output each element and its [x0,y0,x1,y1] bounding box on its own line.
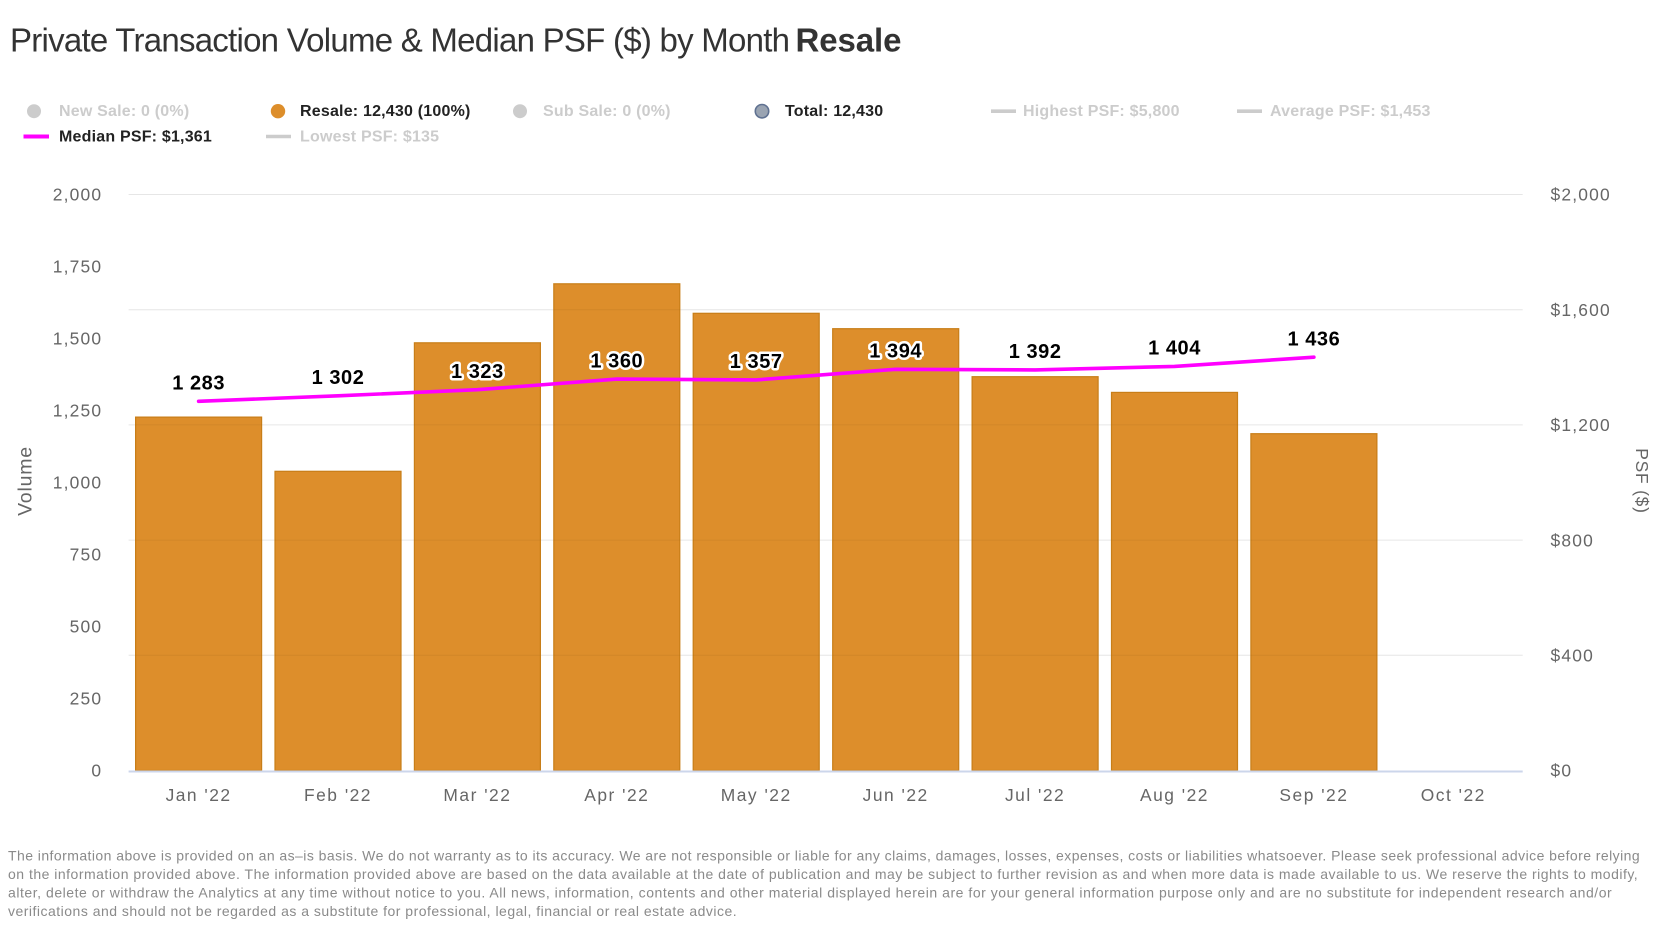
svg-text:$1,200: $1,200 [1551,415,1611,435]
svg-text:1 360: 1 360 [590,350,643,372]
svg-text:Average PSF: $1,453: Average PSF: $1,453 [1270,103,1431,120]
svg-text:1,000: 1,000 [53,473,103,493]
svg-text:1 283: 1 283 [172,373,225,395]
svg-text:1 392: 1 392 [1009,341,1062,363]
svg-text:alter, delete or withdraw the: alter, delete or withdraw the Analytics … [8,885,1612,901]
svg-text:Total: 12,430: Total: 12,430 [785,103,883,120]
svg-text:Volume: Volume [15,446,37,516]
svg-text:Median PSF: $1,361: Median PSF: $1,361 [59,129,212,146]
svg-text:PSF ($): PSF ($) [1632,448,1652,514]
svg-text:1,250: 1,250 [53,401,103,421]
svg-text:1,500: 1,500 [53,329,103,349]
svg-text:750: 750 [70,545,103,565]
svg-text:1 436: 1 436 [1287,328,1340,350]
svg-text:Resale: 12,430 (100%): Resale: 12,430 (100%) [300,103,471,120]
svg-text:Lowest PSF: $135: Lowest PSF: $135 [300,129,439,146]
svg-text:$0: $0 [1551,761,1573,781]
svg-text:2,000: 2,000 [53,185,103,205]
svg-text:May '22: May '22 [721,785,792,805]
svg-text:verifications and should not b: verifications and should not be regarded… [8,903,737,919]
svg-text:Private Transaction Volume & M: Private Transaction Volume & Median PSF … [10,21,902,58]
svg-text:Jan '22: Jan '22 [166,785,232,805]
svg-text:Jun '22: Jun '22 [863,785,929,805]
svg-text:Aug '22: Aug '22 [1140,785,1209,805]
svg-text:Sub Sale: 0 (0%): Sub Sale: 0 (0%) [543,103,671,120]
svg-text:New Sale: 0 (0%): New Sale: 0 (0%) [59,103,189,120]
svg-text:Apr '22: Apr '22 [584,785,649,805]
svg-text:$400: $400 [1551,646,1595,666]
svg-text:Highest PSF: $5,800: Highest PSF: $5,800 [1023,103,1180,120]
svg-text:0: 0 [91,761,102,781]
svg-text:1 394: 1 394 [869,341,922,363]
svg-text:The information above is provi: The information above is provided on an … [8,847,1640,863]
svg-text:$2,000: $2,000 [1551,185,1611,205]
svg-text:1 302: 1 302 [312,367,365,389]
svg-text:$1,600: $1,600 [1551,300,1611,320]
svg-text:1 323: 1 323 [451,361,504,383]
svg-text:250: 250 [70,689,103,709]
svg-text:1,750: 1,750 [53,257,103,277]
svg-text:on the information provided ab: on the information provided above. The i… [8,866,1638,882]
svg-text:Sep '22: Sep '22 [1279,785,1348,805]
svg-text:500: 500 [70,617,103,637]
svg-text:1 404: 1 404 [1148,338,1201,360]
svg-text:Oct '22: Oct '22 [1421,785,1486,805]
svg-text:$800: $800 [1551,530,1595,550]
svg-text:1 357: 1 357 [730,351,783,373]
svg-text:Feb '22: Feb '22 [304,785,372,805]
svg-text:Mar '22: Mar '22 [443,785,511,805]
svg-text:Jul '22: Jul '22 [1005,785,1065,805]
